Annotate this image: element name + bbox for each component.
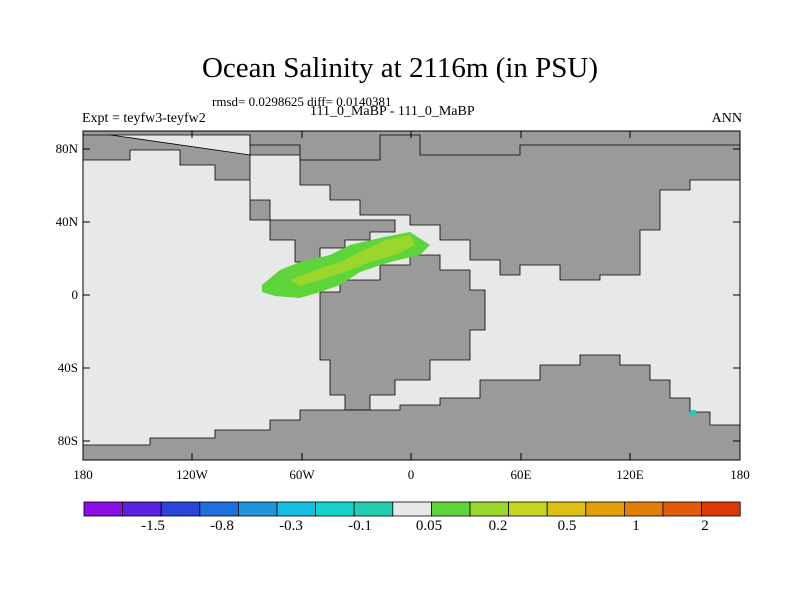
- colorbar-box: [624, 501, 664, 517]
- colorbar-box: [83, 501, 123, 517]
- land-north-america-eurasia: [83, 130, 741, 281]
- colorbar-box: [662, 501, 702, 517]
- colorbar-box: [160, 501, 201, 517]
- colorbar-label: -0.1: [348, 518, 372, 534]
- colorbar-label: 1: [632, 518, 640, 534]
- anomaly-cyan-spot: [690, 410, 696, 416]
- colorbar-box: [122, 501, 162, 517]
- land-north-polar: [82, 130, 741, 161]
- y-tick-label: 80N: [55, 141, 78, 156]
- colorbar-box: [276, 501, 316, 517]
- y-tick-label: 40N: [55, 214, 78, 229]
- land-antarctica: [82, 354, 741, 461]
- experiment-label: Expt = teyfw3-teyfw2: [82, 111, 206, 126]
- season-label: ANN: [711, 111, 742, 126]
- colorbar-box: [585, 501, 625, 517]
- x-tick-label: 60E: [510, 467, 532, 482]
- colorbar-box: [199, 501, 239, 517]
- x-tick-label: 180: [73, 467, 93, 482]
- colorbar-label: -0.8: [210, 518, 234, 534]
- colorbar-box: [237, 501, 278, 517]
- colorbar-box: [701, 501, 741, 517]
- colorbar-box: [508, 501, 548, 517]
- colorbar-label: 2: [701, 518, 709, 534]
- colorbar-label: 0.2: [488, 518, 508, 534]
- x-tick-label: 120E: [616, 467, 644, 482]
- colorbar-box: [546, 501, 587, 517]
- colorbar-label: 0.05: [415, 518, 443, 534]
- y-tick-label: 80S: [57, 433, 78, 448]
- x-tick-label: 180: [730, 467, 750, 482]
- land-south-america-africa: [319, 254, 486, 411]
- colorbar-box: [430, 501, 471, 517]
- x-tick-label: 120W: [176, 467, 208, 482]
- land-upper-left: [82, 130, 396, 263]
- stats-line: rmsd= 0.0298625 diff= 0.0140381: [212, 94, 392, 109]
- axis-ticks: [82, 131, 741, 460]
- colorbar-box: [392, 501, 432, 517]
- colorbar-label: -0.3: [279, 518, 303, 534]
- colorbar: [83, 501, 741, 517]
- y-tick-label: 0: [71, 287, 79, 302]
- map-title: Ocean Salinity at 2116m (in PSU): [201, 52, 599, 84]
- x-tick-label: 0: [407, 467, 415, 482]
- period-label: 111_0_MaBP - 111_0_MaBP: [310, 104, 475, 119]
- colorbar-box: [315, 501, 355, 517]
- colorbar-box: [469, 501, 509, 517]
- x-tick-label: 60W: [289, 467, 315, 482]
- anomaly-light-green-plume: [290, 235, 415, 286]
- colorbar-label: -1.5: [141, 518, 165, 534]
- y-tick-label: 40S: [57, 360, 78, 375]
- colorbar-label: 0.5: [557, 518, 577, 534]
- colorbar-box: [353, 501, 394, 517]
